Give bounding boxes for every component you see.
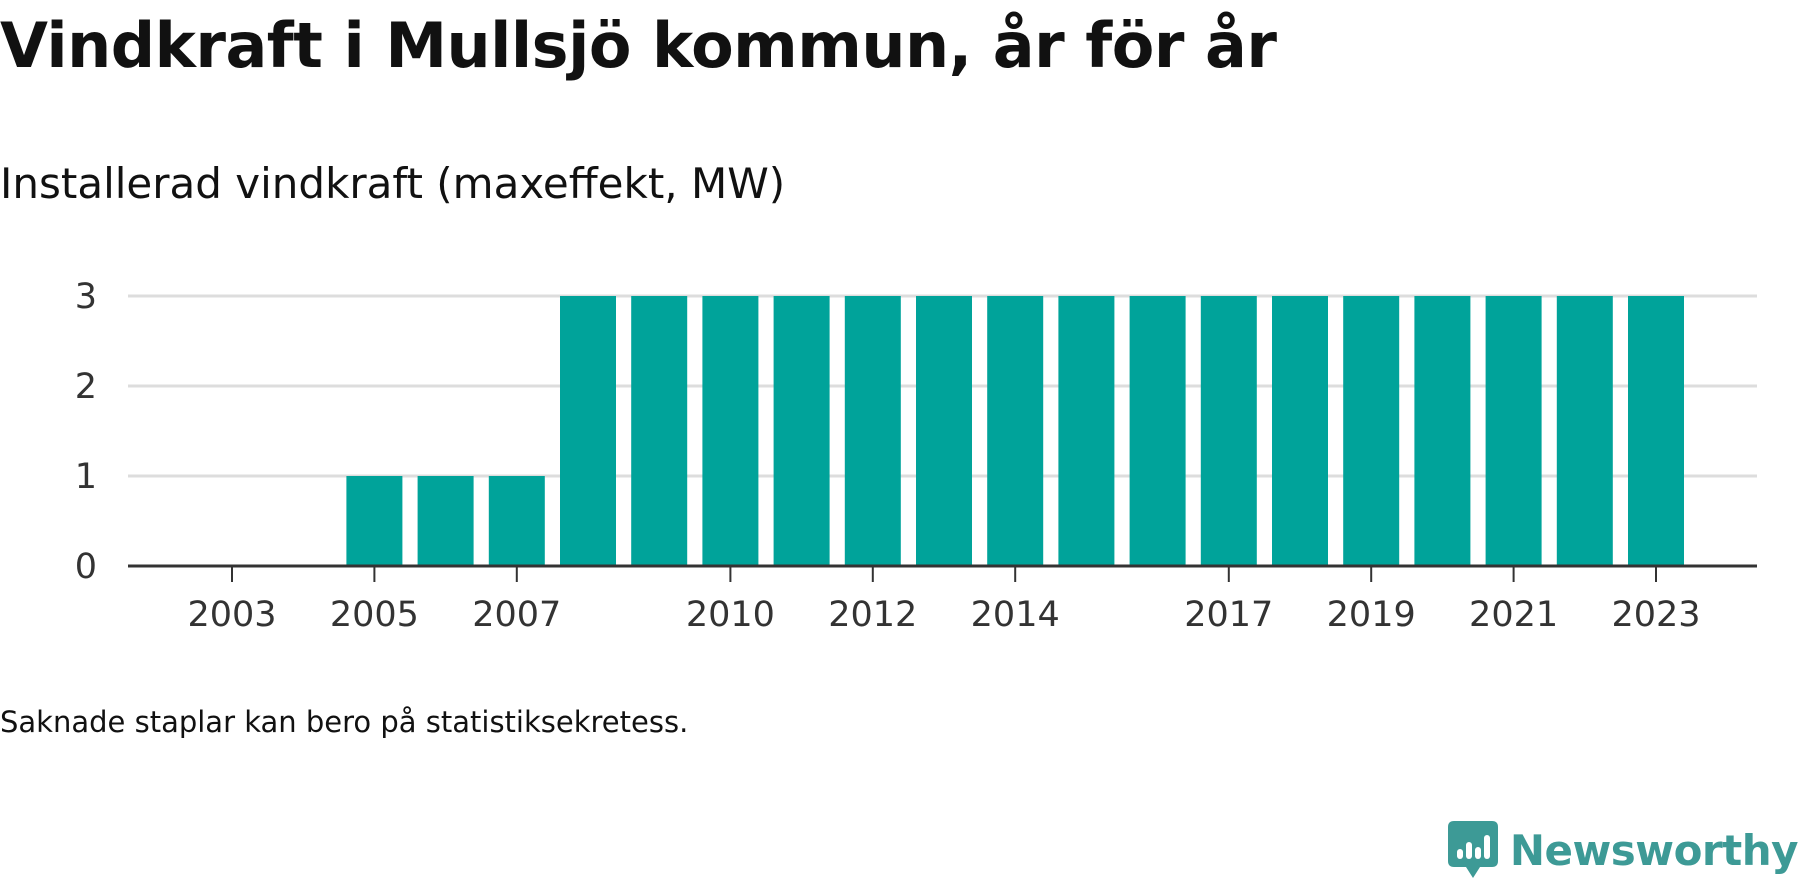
bar-2016 (1129, 296, 1186, 566)
bar-2007 (488, 476, 545, 566)
bar-2013 (916, 296, 972, 566)
bar-2014 (987, 296, 1044, 566)
x-axis-labels: 2003 2005 2007 2010 2012 2014 2017 2019 2021 2023 (187, 595, 1700, 635)
x-tick-label-2012: 2012 (828, 595, 917, 635)
x-tick-label-2014: 2014 (971, 595, 1060, 635)
x-tick-label-2010: 2010 (686, 595, 775, 635)
bar-2023 (1628, 296, 1684, 566)
newsworthy-logo-icon (1447, 821, 1498, 878)
y-axis-labels: 0 1 2 3 (75, 277, 97, 587)
bar-chart: 0 1 2 3 2003 2005 2007 2010 2012 2014 2017 2019 202… (75, 277, 1757, 635)
chart-subtitle: Installerad vindkraft (maxeffekt, MW) (0, 159, 786, 208)
x-tick-label-2005: 2005 (330, 595, 419, 635)
footnote: Saknade staplar kan bero på statistiksek… (0, 705, 689, 739)
bar-2021 (1485, 296, 1542, 566)
bars (346, 296, 1684, 566)
y-tick-label-1: 1 (75, 457, 97, 497)
bar-2020 (1414, 296, 1471, 566)
y-tick-label-0: 0 (75, 547, 97, 587)
bar-2019 (1343, 296, 1400, 566)
x-tick-label-2007: 2007 (472, 595, 561, 635)
bar-2011 (773, 296, 830, 566)
bar-2017 (1200, 296, 1257, 566)
x-tick-label-2023: 2023 (1611, 595, 1700, 635)
y-tick-label-2: 2 (75, 367, 97, 407)
bar-2005 (346, 476, 403, 566)
bar-2015 (1058, 296, 1115, 566)
bar-2012 (844, 296, 901, 566)
bar-2008 (560, 296, 616, 566)
x-axis (128, 564, 1757, 582)
x-tick-label-2003: 2003 (187, 595, 276, 635)
bar-2009 (631, 296, 688, 566)
bar-2018 (1272, 296, 1328, 566)
bar-2006 (417, 476, 474, 566)
bar-2022 (1556, 296, 1613, 566)
x-tick-label-2017: 2017 (1184, 595, 1273, 635)
x-tick-label-2021: 2021 (1469, 595, 1558, 635)
brand: Newsworthy (1447, 820, 1799, 880)
brand-name: Newsworthy (1509, 825, 1799, 875)
bar-2010 (702, 296, 759, 566)
chart-title: Vindkraft i Mullsjö kommun, år för år (0, 9, 1277, 82)
x-tick-label-2019: 2019 (1327, 595, 1416, 635)
y-tick-label-3: 3 (75, 277, 97, 317)
